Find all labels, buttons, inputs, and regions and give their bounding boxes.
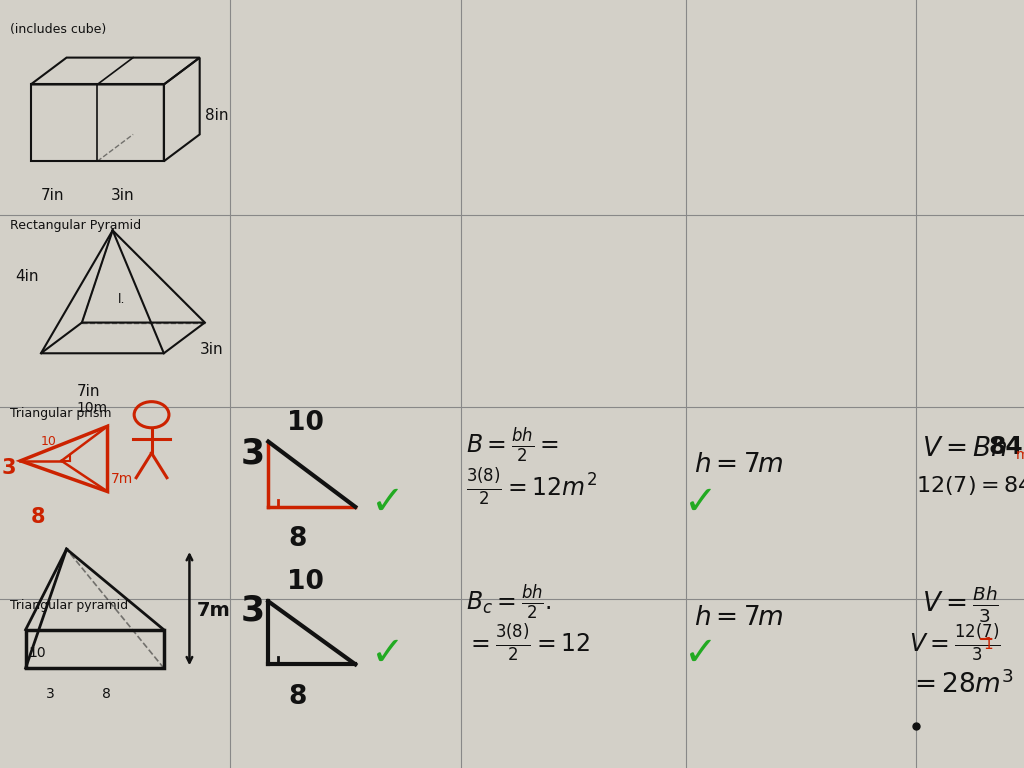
Text: 8: 8	[31, 507, 45, 527]
Text: $V=\frac{12(7)}{3}$: $V=\frac{12(7)}{3}$	[909, 623, 1000, 664]
Text: 8: 8	[102, 687, 112, 701]
Text: $B=\frac{bh}{2}=$: $B=\frac{bh}{2}=$	[466, 426, 559, 465]
Text: Rectangular Pyramid: Rectangular Pyramid	[10, 219, 141, 232]
Text: 3: 3	[241, 594, 265, 627]
Text: 3: 3	[241, 436, 265, 470]
Text: $B_c=\frac{bh}{2}.$: $B_c=\frac{bh}{2}.$	[466, 584, 552, 622]
Text: 10: 10	[29, 646, 46, 660]
Text: $=28m^3$: $=28m^3$	[909, 670, 1015, 700]
Text: ✓: ✓	[684, 483, 718, 523]
Text: $h=7m$: $h=7m$	[694, 452, 783, 478]
Text: 84: 84	[988, 435, 1023, 459]
Text: 7m: 7m	[111, 472, 133, 486]
Text: 3in: 3in	[200, 342, 223, 357]
Text: Triangular prism: Triangular prism	[10, 407, 112, 420]
Text: 7m: 7m	[197, 601, 230, 620]
Text: 8in: 8in	[205, 108, 228, 123]
Text: $\frac{3(8)}{2}=12m^2$: $\frac{3(8)}{2}=12m^2$	[466, 467, 597, 508]
Text: ✓: ✓	[371, 483, 404, 523]
Text: $h=7m$: $h=7m$	[694, 605, 783, 631]
Text: 7in: 7in	[41, 188, 65, 204]
Text: ✓: ✓	[371, 634, 404, 674]
Text: 10m: 10m	[77, 401, 108, 415]
Text: l.: l.	[118, 293, 125, 306]
Text: 3: 3	[46, 687, 55, 701]
Text: 10: 10	[41, 435, 57, 448]
Text: 10: 10	[287, 410, 324, 436]
Text: 4in: 4in	[15, 269, 39, 284]
Text: 7in: 7in	[77, 384, 100, 399]
Text: $=\frac{3(8)}{2}=12$: $=\frac{3(8)}{2}=12$	[466, 622, 591, 664]
Text: 3: 3	[2, 458, 16, 478]
Text: $V=Bh$: $V=Bh$	[922, 436, 1007, 462]
Text: ✓: ✓	[684, 634, 718, 674]
Text: $V=\frac{Bh}{3}$: $V=\frac{Bh}{3}$	[922, 585, 998, 625]
Text: $12(7)=84\!\rightarrow\!m^3$: $12(7)=84\!\rightarrow\!m^3$	[916, 472, 1024, 499]
Text: Triangular pyramid: Triangular pyramid	[10, 599, 128, 612]
Text: m³: m³	[1016, 448, 1024, 462]
Text: 1: 1	[983, 637, 992, 653]
Text: 3in: 3in	[111, 188, 134, 204]
Text: 10: 10	[287, 569, 324, 595]
Text: (includes cube): (includes cube)	[10, 23, 106, 36]
Text: 8: 8	[289, 526, 307, 552]
Text: 8: 8	[289, 684, 307, 710]
